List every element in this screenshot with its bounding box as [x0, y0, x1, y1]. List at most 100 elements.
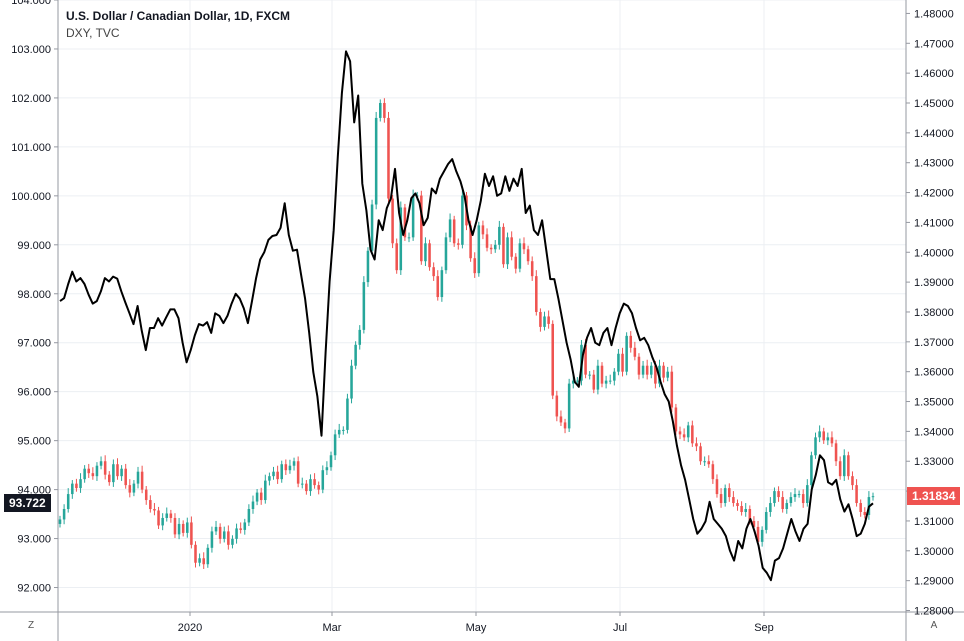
candle [190, 516, 193, 549]
candle [608, 374, 612, 385]
candle-body [654, 365, 657, 384]
candle-body [124, 468, 127, 486]
candle [604, 375, 608, 389]
candle [165, 507, 169, 522]
right-tick: 1.28000 [906, 606, 954, 618]
candle [149, 495, 152, 513]
candle-body [198, 558, 201, 563]
candle-body [686, 425, 690, 438]
candle-body [362, 282, 366, 330]
right-tick: 1.33000 [906, 456, 954, 468]
candle [830, 431, 834, 447]
right-tick-label: 1.36000 [914, 367, 954, 379]
candle [592, 369, 596, 394]
candle-body [99, 461, 103, 466]
right-tick-label: 1.43000 [914, 158, 954, 170]
candle-body [834, 443, 838, 462]
candle-body [662, 365, 665, 378]
candle-body [481, 225, 485, 235]
candle [719, 488, 723, 508]
candle-body [789, 497, 793, 504]
right-tick: 1.36000 [906, 367, 954, 379]
candle-body [231, 538, 234, 545]
right-tick: 1.37000 [906, 337, 954, 349]
candle [206, 544, 210, 568]
candle [428, 239, 431, 271]
candle-body [498, 226, 501, 245]
timezone-button[interactable]: Z [27, 620, 35, 631]
candle-body [350, 365, 353, 399]
candle-body [342, 429, 345, 431]
candle-body [752, 520, 756, 527]
candle-body [703, 461, 706, 463]
candle-body [71, 483, 74, 495]
candle [863, 507, 867, 519]
candle-body [169, 513, 173, 518]
candle [588, 371, 591, 380]
candle-body [239, 528, 242, 530]
candle-body [793, 494, 797, 498]
candle-body [370, 204, 374, 251]
candle [834, 439, 838, 467]
candle-body [177, 523, 181, 535]
candle [777, 486, 780, 502]
candle-body [424, 243, 427, 262]
dxy-line [59, 50, 874, 582]
candle-body [563, 422, 567, 429]
candle-body [58, 519, 62, 524]
right-tick: 1.29000 [906, 576, 954, 588]
candle-body [539, 311, 542, 327]
candle-body [625, 335, 628, 372]
candle [354, 341, 357, 370]
candle [440, 266, 444, 302]
candle-body [576, 380, 579, 382]
candle-body [255, 492, 259, 502]
candle-body [871, 496, 875, 498]
candle [826, 432, 830, 446]
candle [144, 486, 148, 505]
candle [732, 491, 735, 507]
candle [210, 526, 214, 553]
left-tick: 102.000 [11, 93, 58, 105]
candle-body [395, 243, 398, 271]
candle-body [806, 485, 809, 504]
candle-body [493, 244, 497, 250]
candle [678, 426, 682, 440]
candle-body [407, 237, 411, 239]
right-tick: 1.47000 [906, 38, 954, 50]
candle-body [613, 371, 616, 381]
candle-body [383, 102, 386, 118]
candle-body [649, 365, 653, 375]
candle [436, 270, 440, 301]
left-tick: 92.000 [17, 583, 58, 595]
left-tick: 100.000 [11, 191, 58, 203]
candle [838, 456, 842, 480]
left-tick-label: 98.000 [17, 289, 51, 301]
candle [617, 348, 620, 376]
right-tick: 1.31000 [906, 516, 954, 528]
candle [432, 262, 435, 281]
left-tick: 93.000 [17, 534, 58, 546]
candle-body [325, 467, 329, 471]
left-tick: 97.000 [17, 338, 58, 350]
auto-scale-button[interactable]: A [930, 620, 938, 631]
candle-body [518, 243, 522, 269]
candle [806, 479, 809, 507]
candle [576, 377, 579, 385]
candle [292, 457, 296, 471]
candle [551, 320, 555, 400]
candle [71, 480, 74, 499]
x-tick: Mar [323, 612, 342, 634]
candle-body [514, 256, 518, 269]
candle-body [645, 365, 649, 375]
candle-body [173, 517, 177, 535]
candle [764, 507, 768, 534]
candle [173, 513, 177, 538]
candle [358, 325, 362, 350]
candle-body [428, 243, 431, 268]
candle [194, 541, 197, 568]
candle [744, 503, 747, 517]
candle [773, 487, 776, 507]
candle-body [855, 485, 858, 504]
candle-body [411, 195, 415, 238]
